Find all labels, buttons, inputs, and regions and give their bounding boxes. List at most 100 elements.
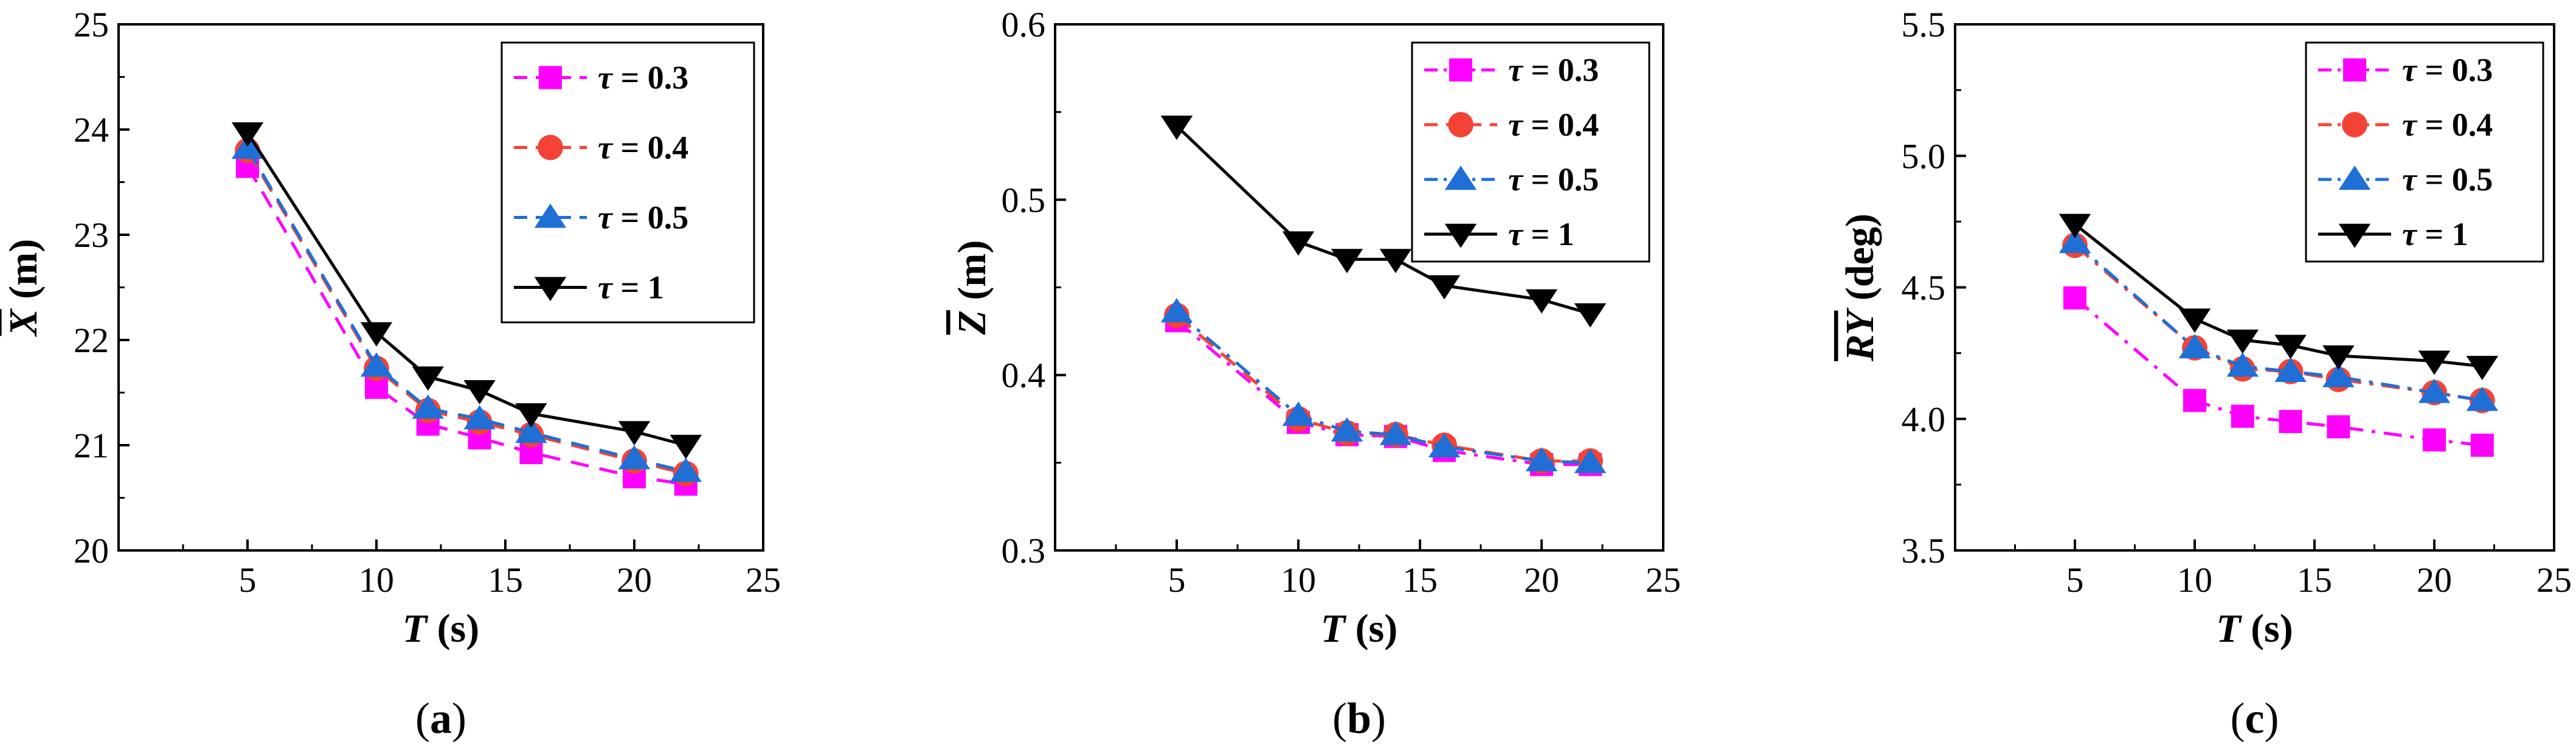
data-point-tau-05: [670, 457, 702, 482]
x-tick-label: 20: [617, 560, 652, 600]
data-point-tau-1: [1282, 231, 1315, 256]
data-point-tau-03: [2423, 428, 2446, 452]
data-point-tau-1: [2322, 345, 2355, 370]
legend-marker-tau-1: [2338, 223, 2371, 248]
legend-label-tau-04: τ = 0.4: [1508, 106, 1599, 143]
y-axis-label-group: RY (deg): [1838, 213, 1882, 362]
x-tick-label: 15: [488, 560, 523, 600]
data-point-tau-03: [2231, 404, 2254, 428]
series-line-tau-04: [1175, 314, 1590, 463]
legend-marker-tau-1: [534, 277, 567, 302]
data-point-tau-1: [1574, 303, 1607, 328]
x-tick-label: 15: [1402, 560, 1438, 600]
y-tick-label: 21: [74, 426, 109, 465]
data-point-tau-05: [1428, 433, 1461, 457]
y-tick-label: 0.4: [1002, 356, 1046, 395]
data-point-tau-1: [515, 403, 547, 428]
y-tick-label: 5.5: [1902, 5, 1946, 44]
chart-panel-a: 5 10 15 20 25 20 21 22 23 24 25 T (s) X (m) τ = 0.3 τ …: [1, 5, 781, 743]
x-axis-label: T (s): [1321, 606, 1397, 651]
data-point-tau-05: [2322, 362, 2355, 387]
y-tick-label: 22: [74, 321, 109, 360]
y-tick-label: 23: [74, 215, 109, 255]
data-point-tau-05: [1331, 417, 1363, 442]
panel-caption: (a): [415, 694, 466, 743]
legend-label-tau-04: τ = 0.4: [2402, 106, 2493, 143]
y-tick-label: 0.5: [1002, 180, 1046, 220]
data-point-tau-1: [1428, 275, 1461, 300]
x-tick-label: 5: [1168, 560, 1186, 600]
y-axis-label: Z (m): [950, 240, 994, 336]
x-tick-label: 25: [2536, 560, 2572, 600]
y-axis-label-group: X (m): [1, 239, 46, 337]
data-point-tau-05: [2178, 334, 2211, 359]
data-point-tau-1: [1525, 289, 1558, 314]
data-point-tau-05: [2274, 358, 2307, 382]
legend-marker-tau-04: [1448, 112, 1473, 137]
legend-marker-tau-03: [1449, 58, 1472, 81]
legend-box: [500, 41, 755, 324]
legend-label-tau-05: τ = 0.5: [2402, 161, 2493, 198]
data-point-tau-03: [2327, 415, 2350, 439]
x-tick-label: 15: [2297, 560, 2332, 600]
y-tick-label: 3.5: [1902, 531, 1946, 570]
x-tick-label: 20: [1524, 560, 1559, 600]
data-point-tau-1: [1379, 249, 1412, 274]
legend-marker-tau-03: [539, 66, 562, 89]
legend-marker-tau-04: [538, 134, 563, 161]
data-point-tau-1: [2058, 213, 2091, 238]
legend-label-tau-1: τ = 1: [598, 269, 664, 306]
data-point-tau-05: [1160, 298, 1193, 322]
data-point-tau-05: [360, 352, 393, 377]
data-point-tau-05: [1379, 420, 1412, 445]
data-point-tau-03: [2279, 410, 2302, 434]
data-point-tau-1: [2466, 356, 2499, 381]
y-tick-label: 24: [74, 110, 109, 150]
legend-marker-tau-04: [2342, 112, 2367, 137]
data-point-tau-05: [231, 134, 264, 159]
x-axis-label: T (s): [2216, 606, 2293, 651]
chart-panel-c: 5 10 15 20 25 3.5 4.0 4.5 5.0 5.5 T (s) RY (deg) τ =…: [1838, 5, 2572, 743]
y-tick-label: 0.6: [1002, 5, 1046, 44]
legend-marker-tau-05: [1444, 165, 1477, 190]
y-tick-label: 4.0: [1902, 400, 1946, 439]
legend-marker-tau-05: [2338, 165, 2371, 190]
x-axis-label: T (s): [403, 606, 479, 651]
legend-label-tau-04: τ = 0.4: [598, 130, 688, 166]
y-axis-label: RY (deg): [1838, 213, 1882, 362]
data-point-tau-05: [463, 404, 496, 429]
panel-caption: (b): [1332, 694, 1386, 743]
x-tick-label: 5: [2066, 560, 2084, 600]
data-point-tau-05: [1525, 447, 1558, 472]
panel-caption: (c): [2231, 694, 2279, 743]
legend-label-tau-03: τ = 0.3: [1508, 52, 1599, 88]
data-point-tau-05: [515, 418, 547, 443]
y-tick-label: 20: [74, 531, 109, 570]
data-point-tau-1: [463, 380, 496, 404]
data-point-tau-1: [1160, 116, 1193, 140]
x-tick-label: 25: [746, 560, 781, 600]
data-point-tau-1: [1331, 249, 1363, 274]
data-point-tau-03: [2063, 286, 2086, 310]
data-point-tau-05: [1574, 449, 1607, 473]
chart-panel-b: 5 10 15 20 25 0.3 0.4 0.5 0.6 T (s) Z (m) τ = 0.3 τ …: [950, 5, 1681, 743]
x-tick-label: 10: [2177, 560, 2212, 600]
y-tick-label: 0.3: [1002, 531, 1046, 570]
y-tick-label: 5.0: [1902, 136, 1946, 176]
data-point-tau-1: [231, 122, 264, 147]
data-point-tau-1: [2274, 335, 2307, 359]
legend-label-tau-1: τ = 1: [2402, 216, 2468, 252]
legend-label-tau-05: τ = 0.5: [1508, 161, 1599, 198]
data-point-tau-05: [618, 445, 651, 470]
data-point-tau-1: [412, 366, 445, 391]
data-point-tau-05: [1282, 401, 1315, 426]
data-point-tau-03: [2183, 389, 2206, 412]
legend-marker-tau-03: [2343, 58, 2366, 81]
x-tick-label: 10: [1281, 560, 1316, 600]
data-point-tau-1: [360, 322, 393, 347]
data-point-tau-05: [412, 394, 445, 419]
y-tick-label: 25: [74, 5, 109, 44]
data-point-tau-05: [2058, 229, 2091, 254]
legend-label-tau-1: τ = 1: [1508, 216, 1574, 252]
y-tick-label: 4.5: [1902, 268, 1946, 308]
